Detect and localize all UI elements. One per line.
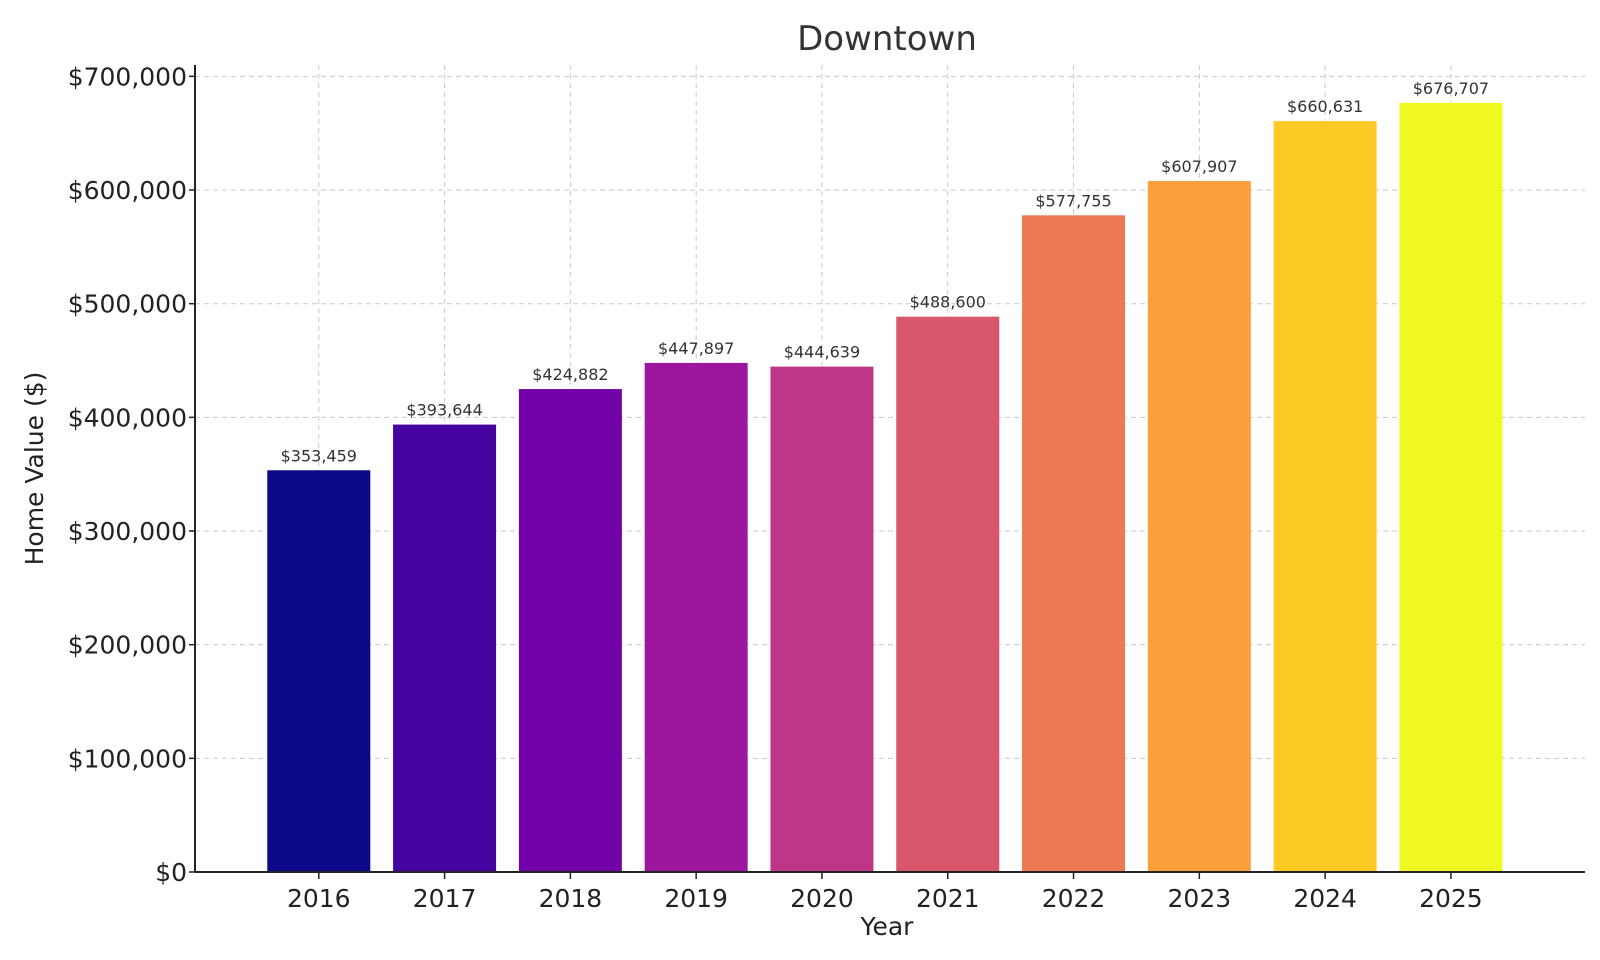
x-tick-label: 2019: [664, 884, 728, 913]
bar-2020: [770, 366, 874, 872]
bar-2018: [518, 389, 622, 872]
y-tick-label: $600,000: [68, 176, 187, 205]
data-label: $424,882: [532, 365, 608, 384]
x-tick-label: 2025: [1419, 884, 1483, 913]
x-tick-label: 2021: [916, 884, 980, 913]
data-label: $353,459: [281, 446, 357, 465]
x-tick-label: 2017: [413, 884, 477, 913]
bar-2016: [267, 470, 371, 872]
x-tick-labels: 2016 2017 2018 2019 2020 2021 2022 2023 2024 2025: [287, 872, 1483, 913]
x-tick-label: 2020: [790, 884, 854, 913]
x-tick-label: 2022: [1042, 884, 1106, 913]
bar-2024: [1273, 121, 1377, 873]
grid-lines: [195, 65, 1585, 872]
axes: [194, 65, 1585, 873]
data-label: $577,755: [1035, 191, 1111, 210]
data-label: $660,631: [1287, 97, 1363, 116]
x-tick-label: 2024: [1293, 884, 1357, 913]
data-label: $444,639: [784, 343, 860, 362]
x-axis-title: Year: [860, 912, 915, 941]
y-tick-label: $400,000: [68, 403, 187, 432]
y-tick-label: $100,000: [68, 744, 187, 773]
y-tick-label: $300,000: [68, 517, 187, 546]
y-tick-label: $500,000: [68, 290, 187, 319]
data-label: $393,644: [406, 401, 482, 420]
chart-title: Downtown: [797, 19, 977, 59]
bar-2019: [644, 362, 748, 872]
bars: [267, 102, 1503, 873]
x-tick-label: 2018: [539, 884, 603, 913]
x-tick-label: 2023: [1168, 884, 1232, 913]
y-axis-title: Home Value ($): [20, 372, 49, 566]
data-label: $607,907: [1161, 157, 1237, 176]
y-tick-label: $0: [155, 858, 187, 887]
data-label: $488,600: [910, 293, 986, 312]
bar-2021: [896, 316, 1000, 873]
data-label: $676,707: [1413, 79, 1489, 98]
bar-2017: [393, 424, 497, 872]
y-tick-labels: $0 $100,000 $200,000 $300,000 $400,000 $500,0…: [68, 62, 195, 887]
y-tick-label: $200,000: [68, 631, 187, 660]
bar-2025: [1399, 102, 1503, 872]
data-label: $447,897: [658, 339, 734, 358]
y-tick-label: $700,000: [68, 62, 187, 91]
bar-2023: [1147, 181, 1251, 873]
x-tick-label: 2016: [287, 884, 351, 913]
bar-2022: [1022, 215, 1126, 873]
data-labels: $353,459 $393,644 $424,882 $447,897 $444,639…: [281, 79, 1489, 465]
